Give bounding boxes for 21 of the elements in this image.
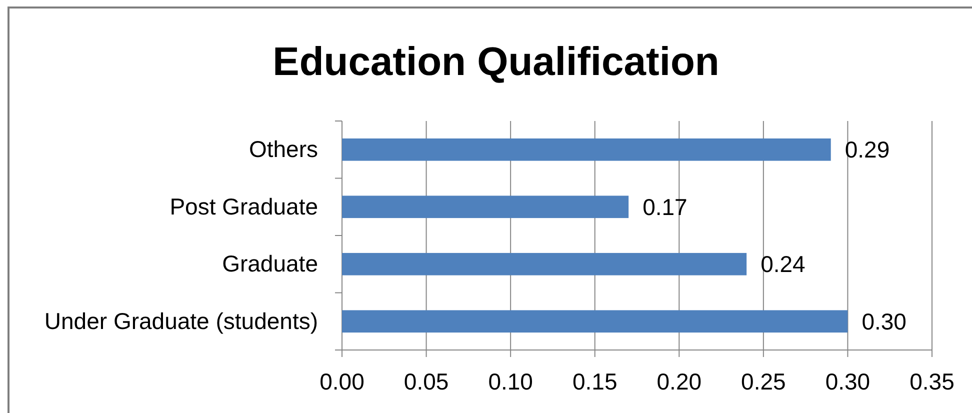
y-tick-label: Graduate xyxy=(222,250,318,276)
x-tick-label: 0.20 xyxy=(656,368,702,394)
x-tick-label: 0.15 xyxy=(572,368,618,394)
x-tick-label: 0.30 xyxy=(825,368,870,394)
x-tick-label: 0.05 xyxy=(404,368,449,394)
data-label: 0.17 xyxy=(642,194,688,220)
x-tick-label: 0.10 xyxy=(488,368,533,394)
data-label: 0.29 xyxy=(844,136,890,163)
x-tick-label: 0.00 xyxy=(320,368,364,394)
bar xyxy=(342,138,831,161)
y-tick-label: Post Graduate xyxy=(170,193,318,220)
x-tick-label: 0.25 xyxy=(741,368,786,394)
x-tick-label: 0.35 xyxy=(910,368,954,394)
y-tick-label: Others xyxy=(248,136,318,162)
data-label: 0.24 xyxy=(760,251,806,278)
data-label: 0.30 xyxy=(862,308,906,334)
chart-title: Education Qualification xyxy=(272,40,720,84)
bar xyxy=(342,310,848,333)
bar xyxy=(342,252,747,276)
bar xyxy=(342,196,629,218)
y-tick-label: Under Graduate (students) xyxy=(44,308,318,334)
